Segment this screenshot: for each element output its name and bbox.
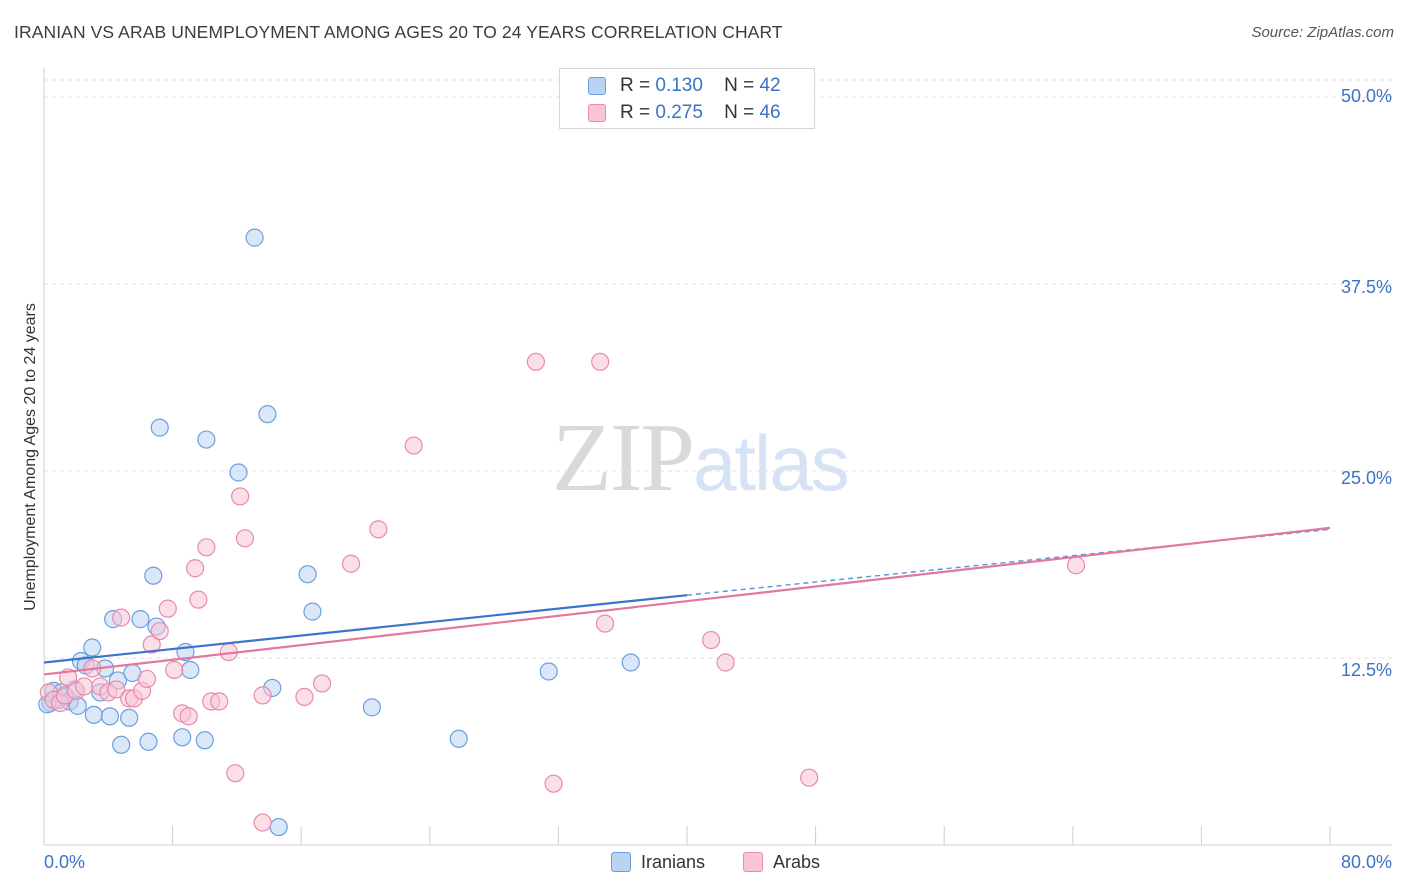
point-arabs-35 — [341, 554, 361, 573]
point-iranians-39 — [539, 662, 558, 681]
point-arabs-36 — [369, 520, 388, 539]
point-arabs-18 — [158, 599, 177, 618]
chart-title: IRANIAN VS ARAB UNEMPLOYMENT AMONG AGES … — [14, 22, 783, 42]
point-arabs-22 — [186, 559, 205, 578]
y-tick-label-50: 50.0% — [1340, 86, 1392, 106]
watermark-atlas: atlas — [693, 419, 850, 507]
bottom-legend-swatch-iranians — [611, 852, 631, 872]
legend-swatch-arabs — [588, 104, 606, 122]
point-arabs-19 — [165, 660, 184, 680]
point-iranians-34 — [269, 817, 288, 837]
x-tick-label-max: 80.0% — [1340, 852, 1392, 872]
y-tick-label-12-5: 12.5% — [1340, 660, 1392, 680]
point-iranians-21 — [139, 732, 158, 751]
point-iranians-24 — [150, 418, 169, 437]
point-iranians-27 — [181, 660, 200, 680]
point-iranians-20 — [131, 610, 150, 629]
point-arabs-34 — [312, 674, 332, 693]
point-iranians-18 — [120, 708, 139, 727]
legend-text-iranians: R = 0.130 N = 42 — [620, 75, 781, 97]
correlation-legend: R = 0.130 N = 42 R = 0.275 N = 46 — [559, 68, 815, 129]
point-arabs-24 — [197, 538, 216, 557]
legend-n-label-iranians: N = — [724, 75, 755, 96]
y-tick-label-37-5: 37.5% — [1340, 277, 1392, 297]
trend-line-iranians — [43, 594, 688, 664]
point-arabs-39 — [544, 774, 563, 793]
point-iranians-17 — [112, 735, 131, 754]
point-arabs-30 — [235, 529, 255, 548]
point-arabs-37 — [404, 436, 423, 455]
point-iranians-30 — [229, 463, 248, 482]
point-arabs-26 — [210, 692, 229, 711]
legend-swatch-iranians — [588, 77, 606, 95]
point-arabs-45 — [1066, 556, 1086, 575]
source-label[interactable]: Source: ZipAtlas.com — [1251, 24, 1394, 41]
point-arabs-44 — [800, 768, 819, 787]
x-tick-label-min: 0.0% — [44, 852, 86, 872]
point-arabs-16 — [142, 635, 161, 654]
point-iranians-11 — [84, 705, 103, 724]
legend-n-value-iranians: 42 — [759, 75, 781, 96]
bottom-legend-iranians[interactable]: Iranians — [611, 852, 705, 873]
point-arabs-42 — [702, 630, 721, 650]
point-arabs-43 — [716, 653, 735, 672]
point-iranians-25 — [173, 728, 192, 747]
point-iranians-29 — [197, 430, 216, 449]
watermark: ZIPatlas — [552, 400, 850, 514]
point-arabs-32 — [253, 813, 272, 832]
point-iranians-36 — [303, 602, 322, 621]
point-iranians-31 — [245, 228, 264, 247]
point-arabs-33 — [295, 687, 314, 706]
legend-r-value-iranians: 0.130 — [655, 75, 703, 96]
point-arabs-15 — [137, 669, 156, 689]
point-iranians-37 — [362, 698, 382, 717]
point-arabs-40 — [591, 352, 610, 371]
legend-r-label-arabs: R = — [620, 102, 651, 123]
point-iranians-22 — [144, 566, 163, 585]
y-axis-label: Unemployment Among Ages 20 to 24 years — [22, 303, 39, 611]
point-arabs-17 — [150, 621, 169, 641]
point-iranians-10 — [83, 638, 102, 657]
y-tick-label-25: 25.0% — [1340, 468, 1392, 488]
bottom-legend-arabs[interactable]: Arabs — [743, 852, 820, 873]
point-arabs-11 — [112, 608, 131, 627]
watermark-zip: ZIP — [552, 404, 695, 512]
point-arabs-10 — [107, 680, 126, 699]
bottom-legend-label-arabs: Arabs — [773, 852, 821, 872]
legend-n-label-arabs: N = — [724, 102, 755, 123]
point-iranians-35 — [298, 565, 317, 584]
point-arabs-21 — [179, 707, 198, 726]
point-arabs-29 — [231, 487, 250, 506]
point-iranians-38 — [449, 729, 468, 748]
point-iranians-28 — [195, 731, 214, 750]
point-arabs-31 — [253, 686, 272, 705]
point-iranians-40 — [621, 653, 640, 672]
bottom-legend-label-iranians: Iranians — [641, 852, 706, 872]
point-arabs-23 — [189, 590, 208, 609]
point-arabs-28 — [226, 764, 245, 783]
point-iranians-32 — [258, 405, 277, 424]
legend-n-value-arabs: 46 — [759, 102, 781, 123]
legend-r-value-arabs: 0.275 — [655, 102, 703, 123]
point-arabs-41 — [595, 614, 615, 633]
point-arabs-38 — [526, 352, 545, 371]
point-arabs-6 — [75, 677, 94, 696]
point-iranians-14 — [100, 707, 120, 726]
legend-text-arabs: R = 0.275 N = 46 — [620, 102, 781, 124]
legend-r-label-iranians: R = — [620, 75, 651, 96]
trend-line-arabs — [43, 526, 1331, 676]
bottom-legend-swatch-arabs — [743, 852, 763, 872]
